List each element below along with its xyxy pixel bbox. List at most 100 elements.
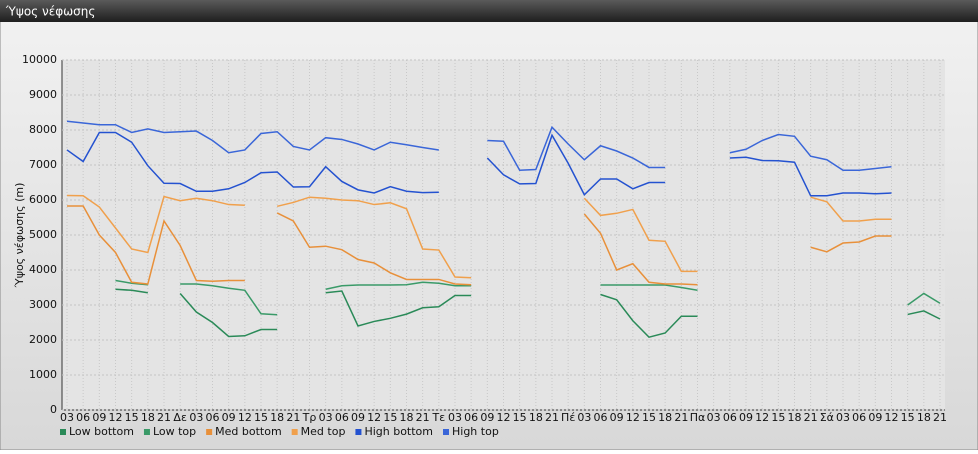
x-tick-label: 15 [125,411,139,424]
series-line [67,205,245,285]
series-line [729,133,892,171]
x-tick-label: 03 [189,411,203,424]
series-line [325,290,472,327]
series-line [66,120,439,154]
x-tick-label: 15 [642,411,656,424]
x-tick-label: 12 [885,411,899,424]
legend-label: High top [452,425,499,438]
series-line [276,196,472,279]
chart-title: Ύψος νέφωσης [5,5,95,19]
series-line [325,281,472,290]
y-axis-label: Ύψος νέφωσης (m) [13,183,26,289]
x-tick-label: 06 [206,411,220,424]
x-tick-label: 18 [400,411,414,424]
x-tick-label: 12 [497,411,511,424]
series-line [115,288,148,294]
x-tick-label: 12 [755,411,769,424]
series-line [66,194,245,254]
x-tick-label: Δε [173,411,187,424]
x-tick-label: 21 [804,411,818,424]
legend-label: High bottom [364,425,433,438]
x-tick-label: Σά [820,411,834,424]
y-tick-label: 4000 [29,263,57,276]
y-tick-label: 3000 [29,298,57,311]
legend-swatch [206,429,213,435]
x-tick-label: 06 [76,411,90,424]
x-tick-label: 03 [577,411,591,424]
x-tick-label: 09 [92,411,106,424]
x-tick-label: 12 [626,411,640,424]
x-tick-label: 21 [933,411,947,424]
series-line [907,310,941,320]
y-tick-label: 1000 [29,368,57,381]
x-tick-label: 21 [286,411,300,424]
x-tick-label: 18 [141,411,155,424]
x-tick-label: Πέ [561,411,575,424]
series-line [907,292,941,306]
series-line [179,292,278,338]
series-line [729,156,892,197]
legend-label: Med top [301,425,346,438]
x-tick-label: 12 [367,411,381,424]
series-line [583,197,698,273]
x-tick-label: 15 [513,411,527,424]
legend-label: Low bottom [69,425,134,438]
x-tick-label: 21 [416,411,430,424]
series-line [600,284,698,292]
x-tick-label: 18 [658,411,672,424]
x-tick-label: 06 [723,411,737,424]
x-tick-label: 03 [836,411,850,424]
series-line [66,131,439,194]
x-tick-label: 03 [319,411,333,424]
series-line [810,235,892,253]
x-tick-label: 15 [254,411,268,424]
x-tick-label: Τρ [302,411,317,424]
header-bar [0,0,978,22]
series-line [487,125,666,172]
series-line [600,293,698,339]
x-tick-label: 06 [464,411,478,424]
y-tick-label: 7000 [29,158,57,171]
x-tick-label: 09 [222,411,236,424]
x-tick-label: 21 [674,411,688,424]
x-tick-label: 03 [448,411,462,424]
y-tick-label: 10000 [22,53,57,66]
x-tick-label: 09 [739,411,753,424]
x-tick-label: 06 [335,411,349,424]
y-tick-label: 0 [50,403,57,416]
legend-label: Med bottom [215,425,282,438]
x-tick-label: 18 [270,411,284,424]
series-line [276,212,472,286]
x-tick-label: 18 [788,411,802,424]
x-tick-label: 06 [852,411,866,424]
x-tick-label: 15 [901,411,915,424]
x-tick-label: 21 [157,411,171,424]
y-tick-label: 2000 [29,333,57,346]
series-line [180,283,278,316]
legend-swatch [143,429,150,435]
x-tick-label: 12 [238,411,252,424]
legend-swatch [60,429,66,435]
series-line [486,133,666,196]
y-tick-label: 8000 [29,123,57,136]
legend-swatch [291,429,298,435]
series-line [583,213,698,286]
legend-swatch [355,429,362,435]
y-tick-label: 5000 [29,228,57,241]
x-tick-label: 06 [594,411,608,424]
x-tick-label: 18 [529,411,543,424]
x-tick-label: 21 [545,411,559,424]
x-tick-label: Τε [431,411,445,424]
x-tick-label: 18 [917,411,931,424]
x-tick-label: 09 [351,411,365,424]
legend-label: Low top [153,425,196,438]
legend-swatch [443,429,449,435]
series-line [115,279,148,286]
x-tick-label: 09 [480,411,494,424]
y-tick-label: 9000 [29,88,57,101]
x-tick-label: Πα [690,411,706,424]
x-tick-label: 03 [707,411,721,424]
y-tick-label: 6000 [29,193,57,206]
series-line [810,196,892,222]
